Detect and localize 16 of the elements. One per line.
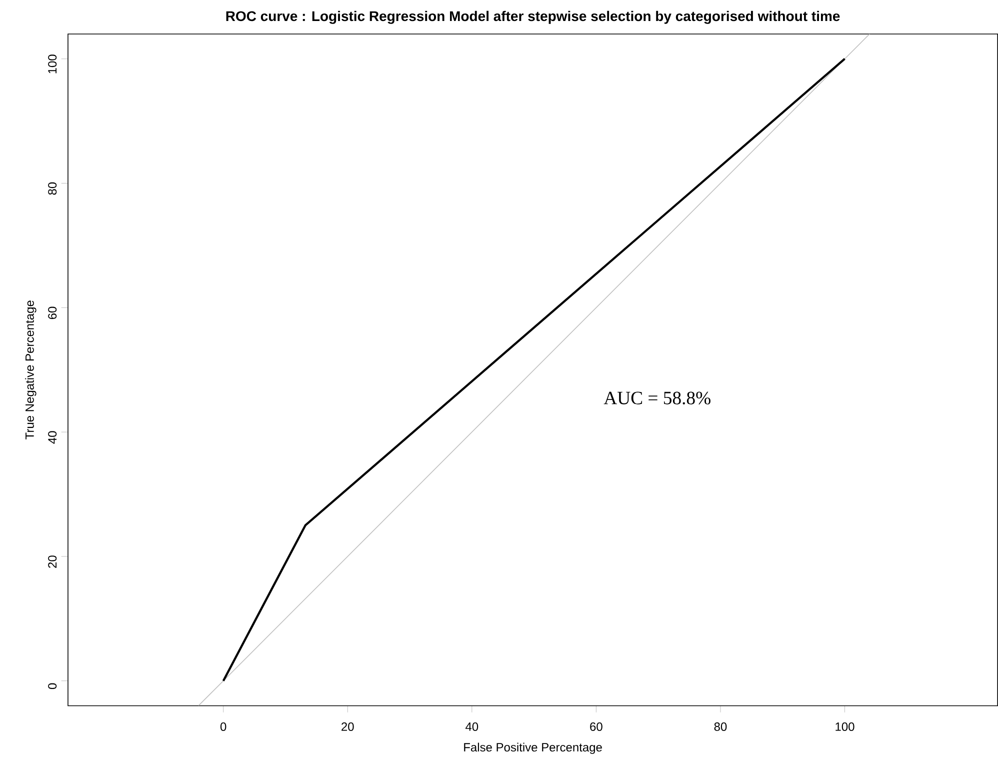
x-tick-label: 80 (714, 722, 727, 732)
x-tick-label: 60 (590, 722, 602, 732)
chart-title: ROC curve : Logistic Regression Model after stepwise selection by categorised without time (226, 10, 840, 24)
x-tick-label: 100 (836, 722, 854, 732)
x-tick-label: 0 (220, 722, 226, 732)
x-tick-label: 40 (465, 722, 478, 732)
x-tick-label: 20 (342, 722, 354, 732)
y-tick-label: 80 (48, 182, 57, 195)
y-tick-label: 20 (48, 556, 57, 568)
y-tick-label: 60 (48, 306, 57, 320)
y-tick-label: 40 (48, 431, 57, 444)
y-axis-title: True Negative Percentage (25, 300, 36, 440)
y-tick-label: 100 (48, 54, 57, 74)
x-axis-title: False Positive Percentage (464, 742, 602, 754)
annotation: AUC = 58.8% (604, 392, 710, 405)
y-tick-label: 0 (48, 683, 57, 690)
